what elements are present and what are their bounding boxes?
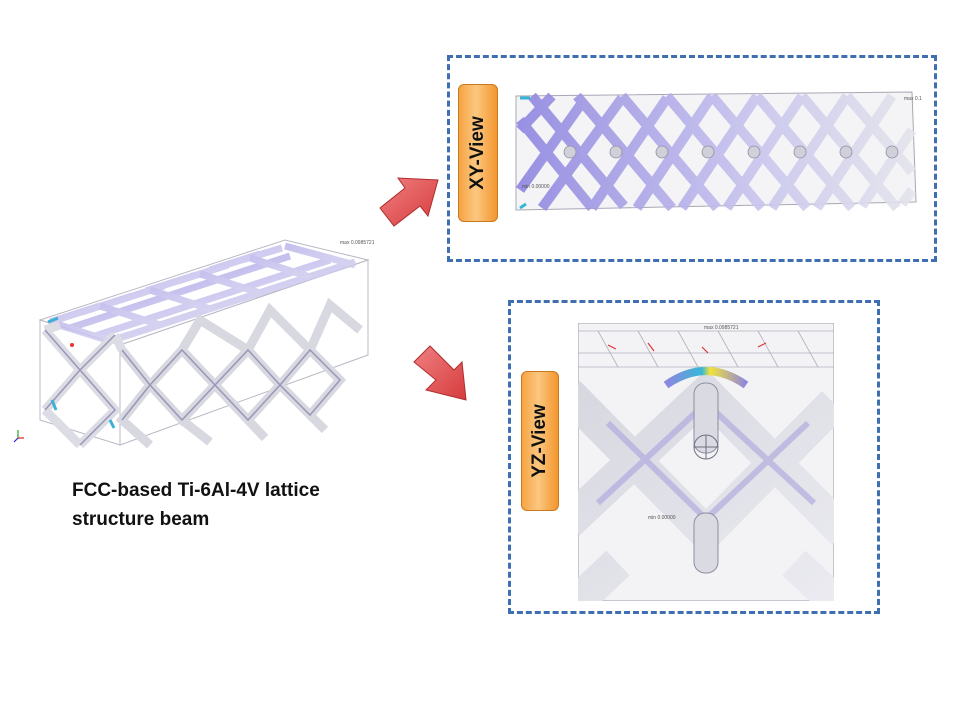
yz-view-node-mark [693,434,719,460]
beam-top-face [48,242,357,345]
lattice-beam-model: max 0.0985721 [10,210,390,460]
beam-front-shading [44,329,342,446]
yz-view-red-marks [607,342,767,354]
yz-view-frame [508,300,880,614]
xy-view-hot-spots [519,96,530,210]
caption-line-1: FCC-based Ti-6Al-4V lattice [72,480,320,501]
beam-hot-spots [47,316,116,429]
xy-view-nodes [563,145,899,159]
right-arrow-icon [370,168,450,238]
yz-view-hot-band [663,367,749,389]
yz-view-render: max 0.0985721 min 0.00000 [578,323,834,601]
yz-view-bottom-post [693,512,719,574]
axes-triad-icon [13,430,24,443]
model-caption: FCC-based Ti-6Al-4V lattice structure be… [72,476,372,534]
yz-view-min-label: min 0.00000 [648,515,676,521]
yz-view-max-label: max 0.0985721 [704,325,739,331]
caption-line-2: structure beam [72,509,210,530]
xy-view-min-label: min 0.00000 [522,184,550,190]
xy-view-frame [447,55,937,262]
xy-view-max-label: max 0.1 [904,96,922,102]
beam-marker [70,343,74,347]
right-arrow-icon [400,340,480,410]
yz-view-label: YZ-View [521,371,559,511]
beam-probe-label: max 0.0985721 [340,240,375,246]
xy-view-label: XY-View [458,84,498,222]
xy-view-render: max 0.1 min 0.00000 [512,90,932,226]
